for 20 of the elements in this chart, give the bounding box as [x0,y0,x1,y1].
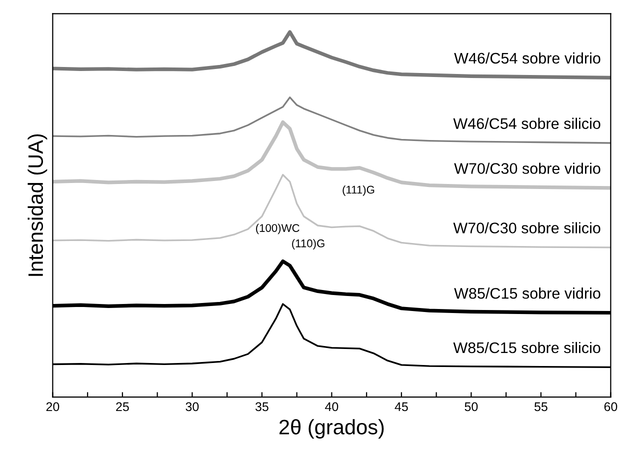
x-tick-label: 35 [255,402,268,412]
x-tick-label: 50 [464,402,478,412]
x-tick-label: 45 [394,402,408,412]
series-label: W46/C54 sobre silicio [453,118,600,130]
annotation: (110)G [292,239,324,250]
x-tick-label: 20 [46,402,60,412]
series-label: W85/C15 sobre vidrio [454,288,600,299]
x-tick-label: 55 [534,402,548,412]
y-axis-title: Intensidad (UA) [28,134,48,276]
series-label: W70/C30 sobre vidrio [454,162,600,174]
series-label: W85/C15 sobre silicio [453,342,600,354]
annotation: (100)WC [256,224,300,234]
x-tick-label: 30 [186,402,199,412]
x-tick-label: 25 [116,402,129,412]
x-axis-title: 2θ (grados) [279,419,384,439]
x-tick-label: 60 [604,402,618,412]
series-label: W70/C30 sobre silicio [453,222,600,234]
x-tick-label: 40 [325,402,338,412]
annotation: (111)G [342,185,374,196]
series-label: W46/C54 sobre vidrio [454,52,600,64]
